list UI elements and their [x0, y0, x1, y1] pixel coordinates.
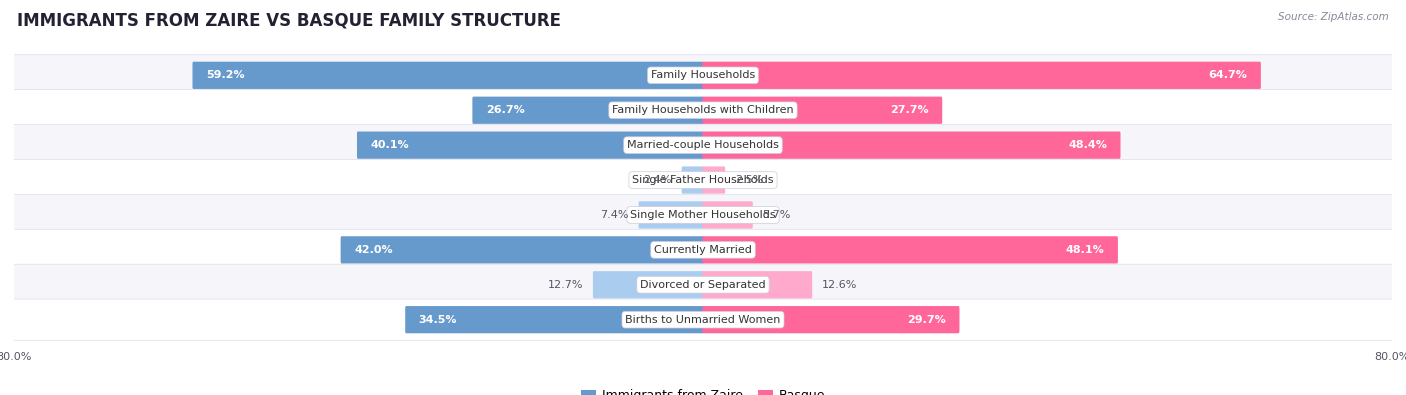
FancyBboxPatch shape	[4, 55, 1402, 96]
Text: Family Households: Family Households	[651, 70, 755, 80]
Text: 7.4%: 7.4%	[600, 210, 628, 220]
FancyBboxPatch shape	[703, 201, 752, 229]
Text: 29.7%: 29.7%	[907, 315, 946, 325]
Text: 5.7%: 5.7%	[762, 210, 790, 220]
Text: Currently Married: Currently Married	[654, 245, 752, 255]
FancyBboxPatch shape	[703, 132, 1121, 159]
FancyBboxPatch shape	[4, 299, 1402, 340]
FancyBboxPatch shape	[4, 229, 1402, 271]
Text: IMMIGRANTS FROM ZAIRE VS BASQUE FAMILY STRUCTURE: IMMIGRANTS FROM ZAIRE VS BASQUE FAMILY S…	[17, 12, 561, 30]
Text: Source: ZipAtlas.com: Source: ZipAtlas.com	[1278, 12, 1389, 22]
Text: 48.4%: 48.4%	[1069, 140, 1107, 150]
FancyBboxPatch shape	[4, 90, 1402, 131]
FancyBboxPatch shape	[193, 62, 703, 89]
Legend: Immigrants from Zaire, Basque: Immigrants from Zaire, Basque	[575, 384, 831, 395]
Text: Births to Unmarried Women: Births to Unmarried Women	[626, 315, 780, 325]
Text: 40.1%: 40.1%	[371, 140, 409, 150]
FancyBboxPatch shape	[703, 236, 1118, 263]
Text: Single Mother Households: Single Mother Households	[630, 210, 776, 220]
FancyBboxPatch shape	[703, 62, 1261, 89]
FancyBboxPatch shape	[703, 271, 813, 298]
FancyBboxPatch shape	[4, 194, 1402, 235]
Text: 48.1%: 48.1%	[1066, 245, 1104, 255]
Text: Married-couple Households: Married-couple Households	[627, 140, 779, 150]
FancyBboxPatch shape	[357, 132, 703, 159]
Text: Divorced or Separated: Divorced or Separated	[640, 280, 766, 290]
FancyBboxPatch shape	[4, 264, 1402, 305]
FancyBboxPatch shape	[593, 271, 703, 298]
Text: 27.7%: 27.7%	[890, 105, 928, 115]
Text: 12.6%: 12.6%	[823, 280, 858, 290]
Text: 12.7%: 12.7%	[548, 280, 583, 290]
FancyBboxPatch shape	[703, 166, 725, 194]
Text: 2.5%: 2.5%	[735, 175, 763, 185]
Text: Family Households with Children: Family Households with Children	[612, 105, 794, 115]
Text: 59.2%: 59.2%	[207, 70, 245, 80]
FancyBboxPatch shape	[638, 201, 703, 229]
Text: 42.0%: 42.0%	[354, 245, 392, 255]
Text: Single Father Households: Single Father Households	[633, 175, 773, 185]
Text: 2.4%: 2.4%	[644, 175, 672, 185]
Text: 26.7%: 26.7%	[486, 105, 524, 115]
Text: 34.5%: 34.5%	[419, 315, 457, 325]
FancyBboxPatch shape	[472, 97, 703, 124]
FancyBboxPatch shape	[405, 306, 703, 333]
FancyBboxPatch shape	[682, 166, 703, 194]
FancyBboxPatch shape	[703, 306, 959, 333]
FancyBboxPatch shape	[703, 97, 942, 124]
FancyBboxPatch shape	[4, 124, 1402, 166]
FancyBboxPatch shape	[340, 236, 703, 263]
Text: 64.7%: 64.7%	[1208, 70, 1247, 80]
FancyBboxPatch shape	[4, 160, 1402, 201]
